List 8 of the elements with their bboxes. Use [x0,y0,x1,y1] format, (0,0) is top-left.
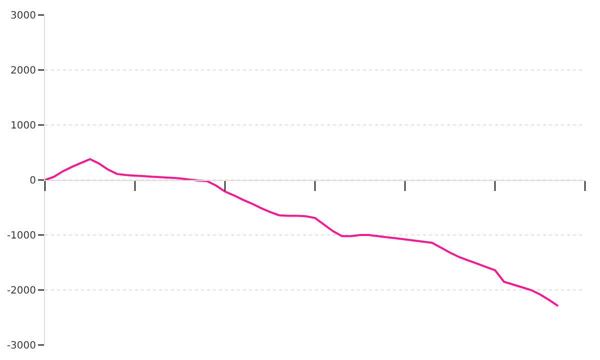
y-tick-label: -2000 [6,286,36,296]
y-tick-label: 0 [30,176,36,186]
y-tick-label: 2000 [10,66,36,76]
y-tick-label: -3000 [6,340,36,352]
y-tick-label: 3000 [10,10,36,22]
y-tick-label: 1000 [10,120,36,132]
y-tick-label: -1000 [6,230,36,242]
line-series [45,158,559,307]
